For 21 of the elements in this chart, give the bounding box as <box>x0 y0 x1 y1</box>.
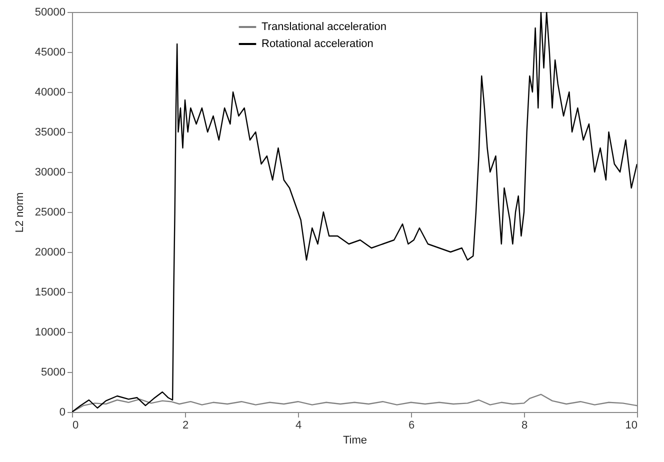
y-axis-title: L2 norm <box>14 192 26 233</box>
legend-label: Rotational acceleration <box>262 38 374 50</box>
legend-label: Translational acceleration <box>262 21 386 33</box>
y-tick-label: 5000 <box>41 366 66 378</box>
y-tick-label: 20000 <box>34 246 66 258</box>
x-tick-label: 10 <box>625 420 638 432</box>
y-tick-label: 0 <box>59 406 66 418</box>
y-tick-label: 40000 <box>34 86 66 98</box>
y-tick-label: 45000 <box>34 46 66 58</box>
y-tick-label: 15000 <box>34 286 66 298</box>
x-tick-label: 8 <box>521 420 528 432</box>
y-tick-label: 10000 <box>34 326 66 338</box>
y-tick-label: 25000 <box>34 206 66 218</box>
x-tick-label: 4 <box>295 420 302 432</box>
y-tick-label: 30000 <box>34 166 66 178</box>
x-axis-title: Time <box>342 434 368 446</box>
y-tick-label: 50000 <box>34 6 66 18</box>
x-tick-label: 0 <box>72 420 79 432</box>
y-tick-label: 35000 <box>34 126 66 138</box>
x-tick-label: 6 <box>408 420 415 432</box>
x-tick-label: 2 <box>182 420 189 432</box>
